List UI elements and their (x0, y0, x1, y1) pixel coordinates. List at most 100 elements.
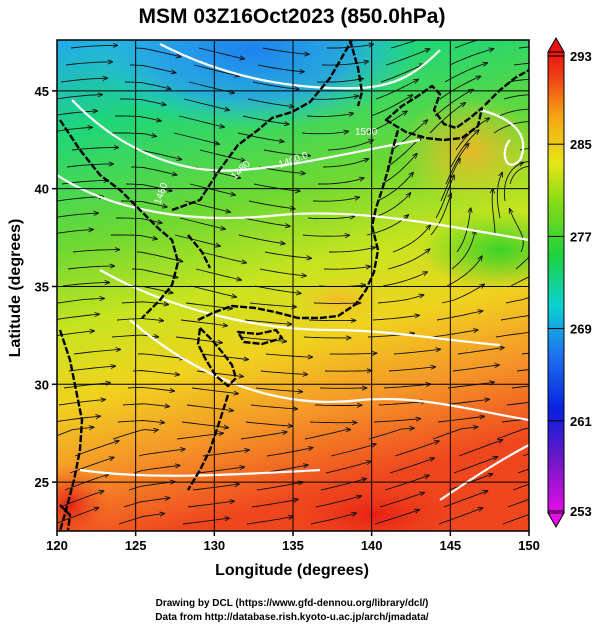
streamline (248, 200, 295, 209)
streamline (447, 382, 494, 389)
streamline (516, 369, 529, 372)
streamline (453, 457, 497, 474)
streamline (384, 475, 429, 491)
streamline (327, 44, 373, 49)
streamline (249, 302, 296, 307)
streamline (266, 448, 312, 457)
streamline (124, 81, 171, 89)
streamline (519, 148, 529, 151)
y-tick-label: 25 (35, 475, 49, 490)
colorbar-tick-label: 269 (570, 322, 592, 337)
y-axis-label: Latitude (degrees) (7, 219, 24, 358)
streamline (444, 63, 487, 83)
x-tick-label: 145 (439, 538, 461, 553)
streamline (495, 331, 529, 338)
streamline (57, 111, 97, 116)
streamline (178, 115, 224, 127)
streamline (518, 46, 529, 49)
coastlines (58, 40, 529, 531)
colorbar: 293 285 277 269 261 253 (547, 36, 592, 529)
streamline (58, 400, 105, 406)
streamline (379, 493, 424, 508)
streamline (186, 404, 233, 411)
streamline (257, 64, 304, 72)
streamline (264, 251, 311, 258)
streamline (311, 96, 358, 100)
streamline (493, 121, 529, 134)
streamline (314, 405, 361, 406)
streamline (238, 234, 284, 244)
x-tick-label: 130 (203, 538, 225, 553)
streamline (320, 479, 366, 491)
streamline (192, 484, 239, 491)
streamline (509, 166, 529, 185)
streamline (71, 148, 118, 151)
streamline (370, 95, 412, 117)
coastline-honshu (197, 129, 400, 322)
x-axis-label: Longitude (degrees) (215, 562, 369, 579)
streamline (67, 266, 114, 270)
streamline (66, 164, 113, 168)
streamline (435, 176, 454, 219)
streamline (57, 213, 98, 218)
streamline (244, 319, 291, 324)
streamline (304, 430, 350, 440)
streamline (503, 163, 523, 202)
streamline (383, 384, 430, 389)
streamline (438, 508, 482, 525)
streamline (313, 303, 360, 304)
streamline (502, 513, 529, 525)
streamline (68, 366, 115, 372)
streamline (62, 283, 109, 287)
cold-region (80, 40, 420, 130)
streamline (180, 319, 227, 326)
streamline (436, 311, 482, 321)
streamline (73, 349, 120, 355)
streamline (308, 320, 355, 321)
chart-title: MSM 03Z16Oct2023 (850.0hPa) (139, 5, 446, 28)
streamline (312, 197, 359, 202)
warm-eddy-region (400, 95, 529, 205)
streamline (496, 427, 529, 440)
y-tick-label: 35 (35, 279, 49, 294)
streamline (202, 450, 249, 457)
streamline (492, 189, 496, 236)
height-contours (57, 43, 529, 501)
streamline (199, 149, 245, 161)
coastline-russia (171, 40, 354, 212)
streamline (510, 209, 524, 253)
streamline (60, 78, 107, 83)
streamline (200, 251, 246, 263)
streamline (197, 467, 244, 474)
coastline-kuril (484, 68, 529, 106)
streamline (315, 496, 361, 508)
streamline (259, 268, 306, 276)
streamline (63, 383, 110, 389)
streamline (458, 440, 502, 457)
streamline (441, 285, 484, 304)
streamline (57, 197, 103, 202)
streamline (512, 483, 529, 491)
streamline (309, 422, 356, 423)
streamline (122, 403, 169, 407)
streamline (57, 314, 99, 320)
streamline (136, 251, 182, 261)
streamline (65, 62, 112, 66)
streamline (239, 336, 286, 341)
streamline (135, 149, 181, 159)
streamline (452, 365, 499, 372)
height-contour-line (99, 269, 501, 347)
streamline (245, 421, 292, 426)
streamline (129, 64, 175, 73)
hot-region-south (265, 470, 485, 531)
streamline (372, 315, 419, 321)
streamline (174, 234, 220, 246)
streamline (386, 136, 422, 168)
streamline (517, 468, 529, 474)
warm-patch-central (295, 278, 385, 322)
streamline (440, 159, 460, 202)
streamline (252, 81, 299, 89)
x-tick-label: 140 (361, 538, 383, 553)
streamline (434, 90, 473, 117)
streamline (132, 370, 179, 375)
